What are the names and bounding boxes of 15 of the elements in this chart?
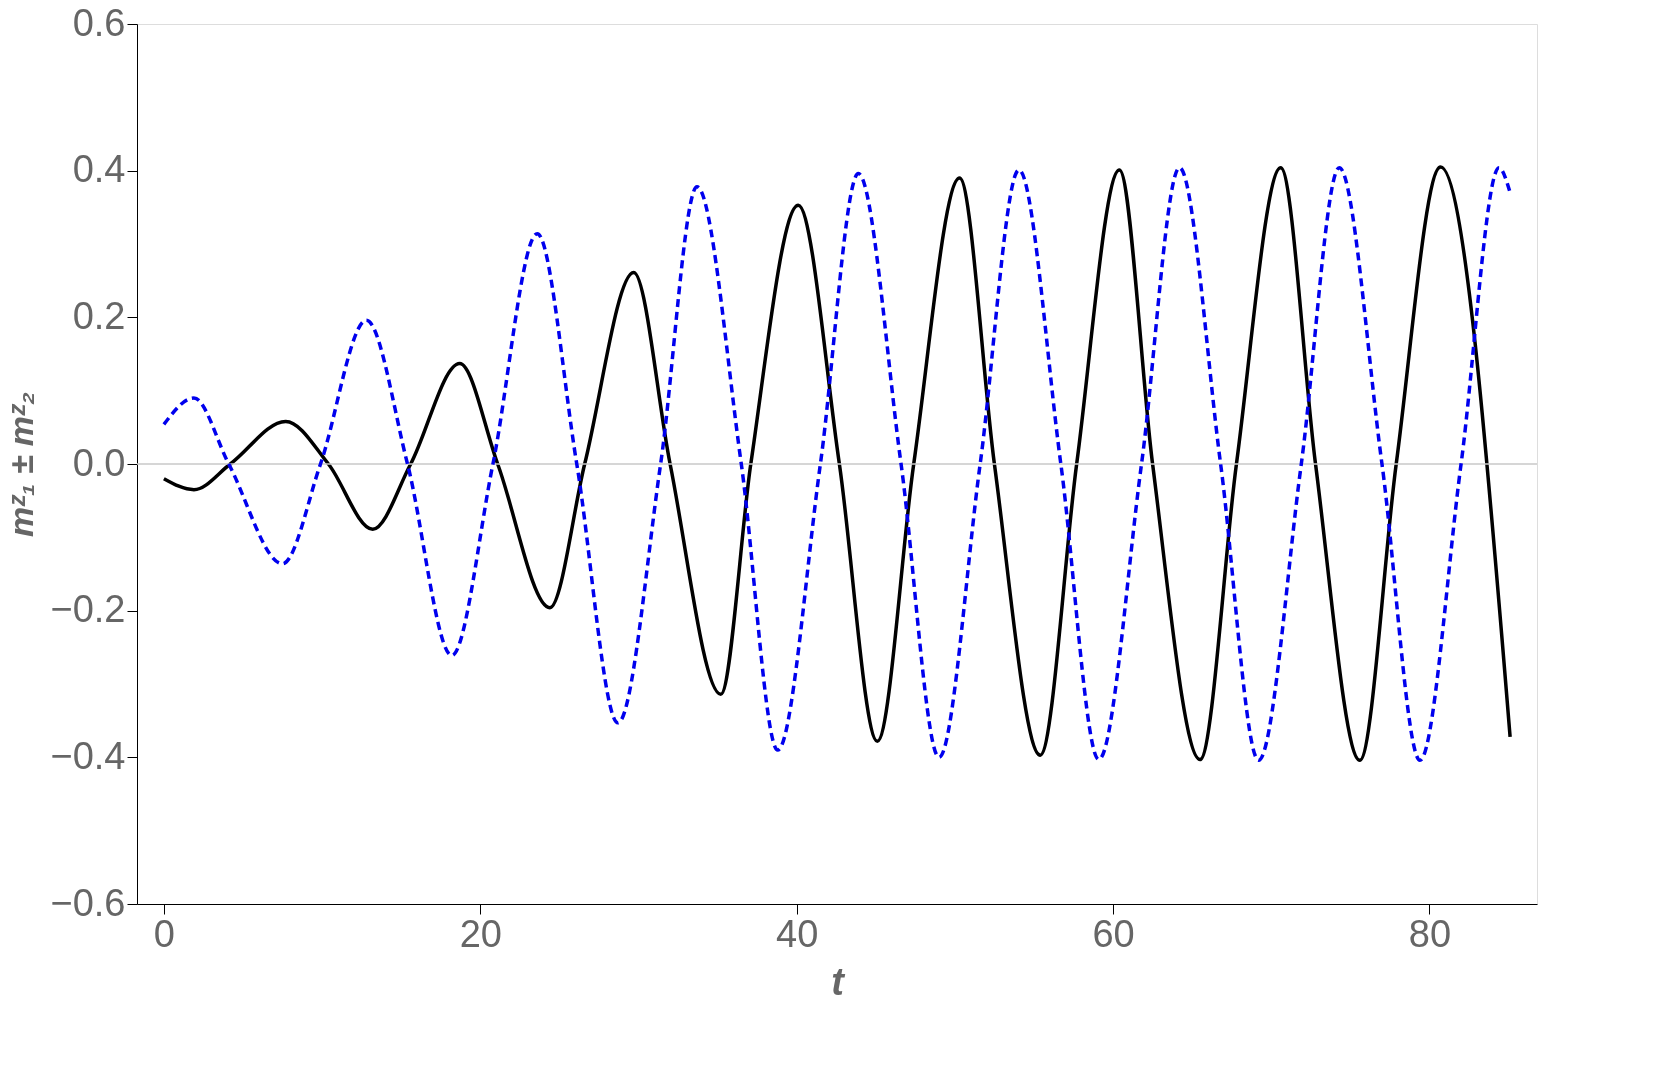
x-tick-label: 80 <box>1408 912 1452 955</box>
y-tick-label: −0.2 <box>50 588 126 631</box>
line-series <box>162 165 1512 763</box>
y-axis-title: mᶻ₁ ± mᶻ₂ <box>2 391 41 538</box>
x-tick-label: 60 <box>1092 912 1135 955</box>
y-tick-label: −0.6 <box>50 881 126 924</box>
x-tick-label: 40 <box>776 912 819 955</box>
x-axis-title: t <box>831 960 846 1003</box>
y-tick-label: 0.2 <box>72 294 126 337</box>
y-tick-label: 0.6 <box>72 1 126 44</box>
y-tick-label: 0.0 <box>72 441 126 484</box>
y-tick-label: 0.4 <box>72 148 126 191</box>
y-tick-label: −0.4 <box>50 734 126 777</box>
x-tick-label: 20 <box>459 912 502 955</box>
x-tick-label: 0 <box>153 912 175 955</box>
